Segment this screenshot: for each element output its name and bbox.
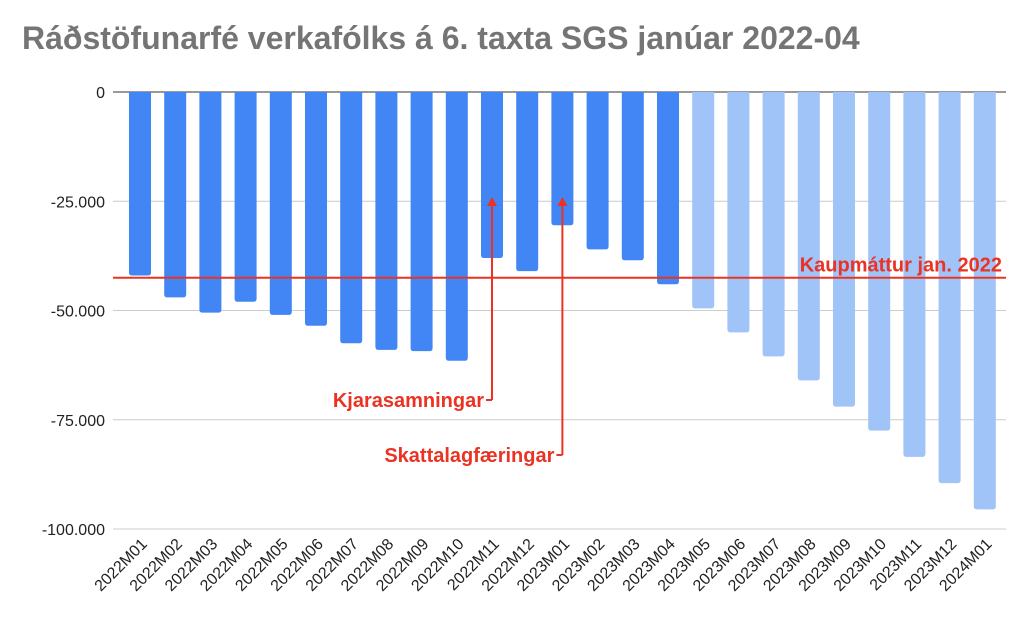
bar xyxy=(692,92,715,309)
bar xyxy=(833,92,855,407)
bar xyxy=(586,92,609,250)
bars xyxy=(129,92,996,510)
bar xyxy=(727,92,750,333)
y-tick-label: -100.000 xyxy=(42,522,105,539)
bar xyxy=(410,92,433,352)
bar xyxy=(234,92,257,302)
y-tick-label: -75.000 xyxy=(51,413,105,430)
bar xyxy=(269,92,292,315)
arrow-head-icon xyxy=(487,197,497,206)
bar xyxy=(868,92,891,431)
y-axis-ticks: 0 -25.000 -50.000 -75.000 -100.000 xyxy=(42,85,105,539)
x-axis-ticks: 2022M012022M022022M032022M042022M052022M… xyxy=(92,536,996,595)
bar xyxy=(445,92,468,361)
annotations: Kaupmáttur jan. 2022 Kjarasamningar Skatta… xyxy=(113,197,1006,467)
arrow-head-icon xyxy=(557,197,568,206)
bar xyxy=(551,92,574,226)
y-tick-label: -50.000 xyxy=(51,304,105,321)
bar xyxy=(903,92,926,457)
y-tick-label: -25.000 xyxy=(51,194,105,211)
annotation-label: Skattalagfæringar xyxy=(384,445,554,467)
bar xyxy=(375,92,398,350)
y-tick-label: 0 xyxy=(96,85,105,102)
bar xyxy=(340,92,363,344)
bar xyxy=(305,92,327,326)
annotation-label: Kjarasamningar xyxy=(333,390,484,412)
bar xyxy=(129,92,151,276)
chart-title: Ráðstöfunarfé verkafólks á 6. taxta SGS … xyxy=(22,20,860,56)
bar xyxy=(621,92,644,261)
bar xyxy=(657,92,679,285)
bar xyxy=(973,92,996,510)
bar xyxy=(762,92,785,357)
bar xyxy=(199,92,222,313)
bar xyxy=(938,92,961,484)
bar xyxy=(797,92,820,381)
bar xyxy=(481,92,503,259)
bar xyxy=(516,92,539,272)
reference-line-label: Kaupmáttur jan. 2022 xyxy=(800,255,1002,277)
bar xyxy=(164,92,187,298)
